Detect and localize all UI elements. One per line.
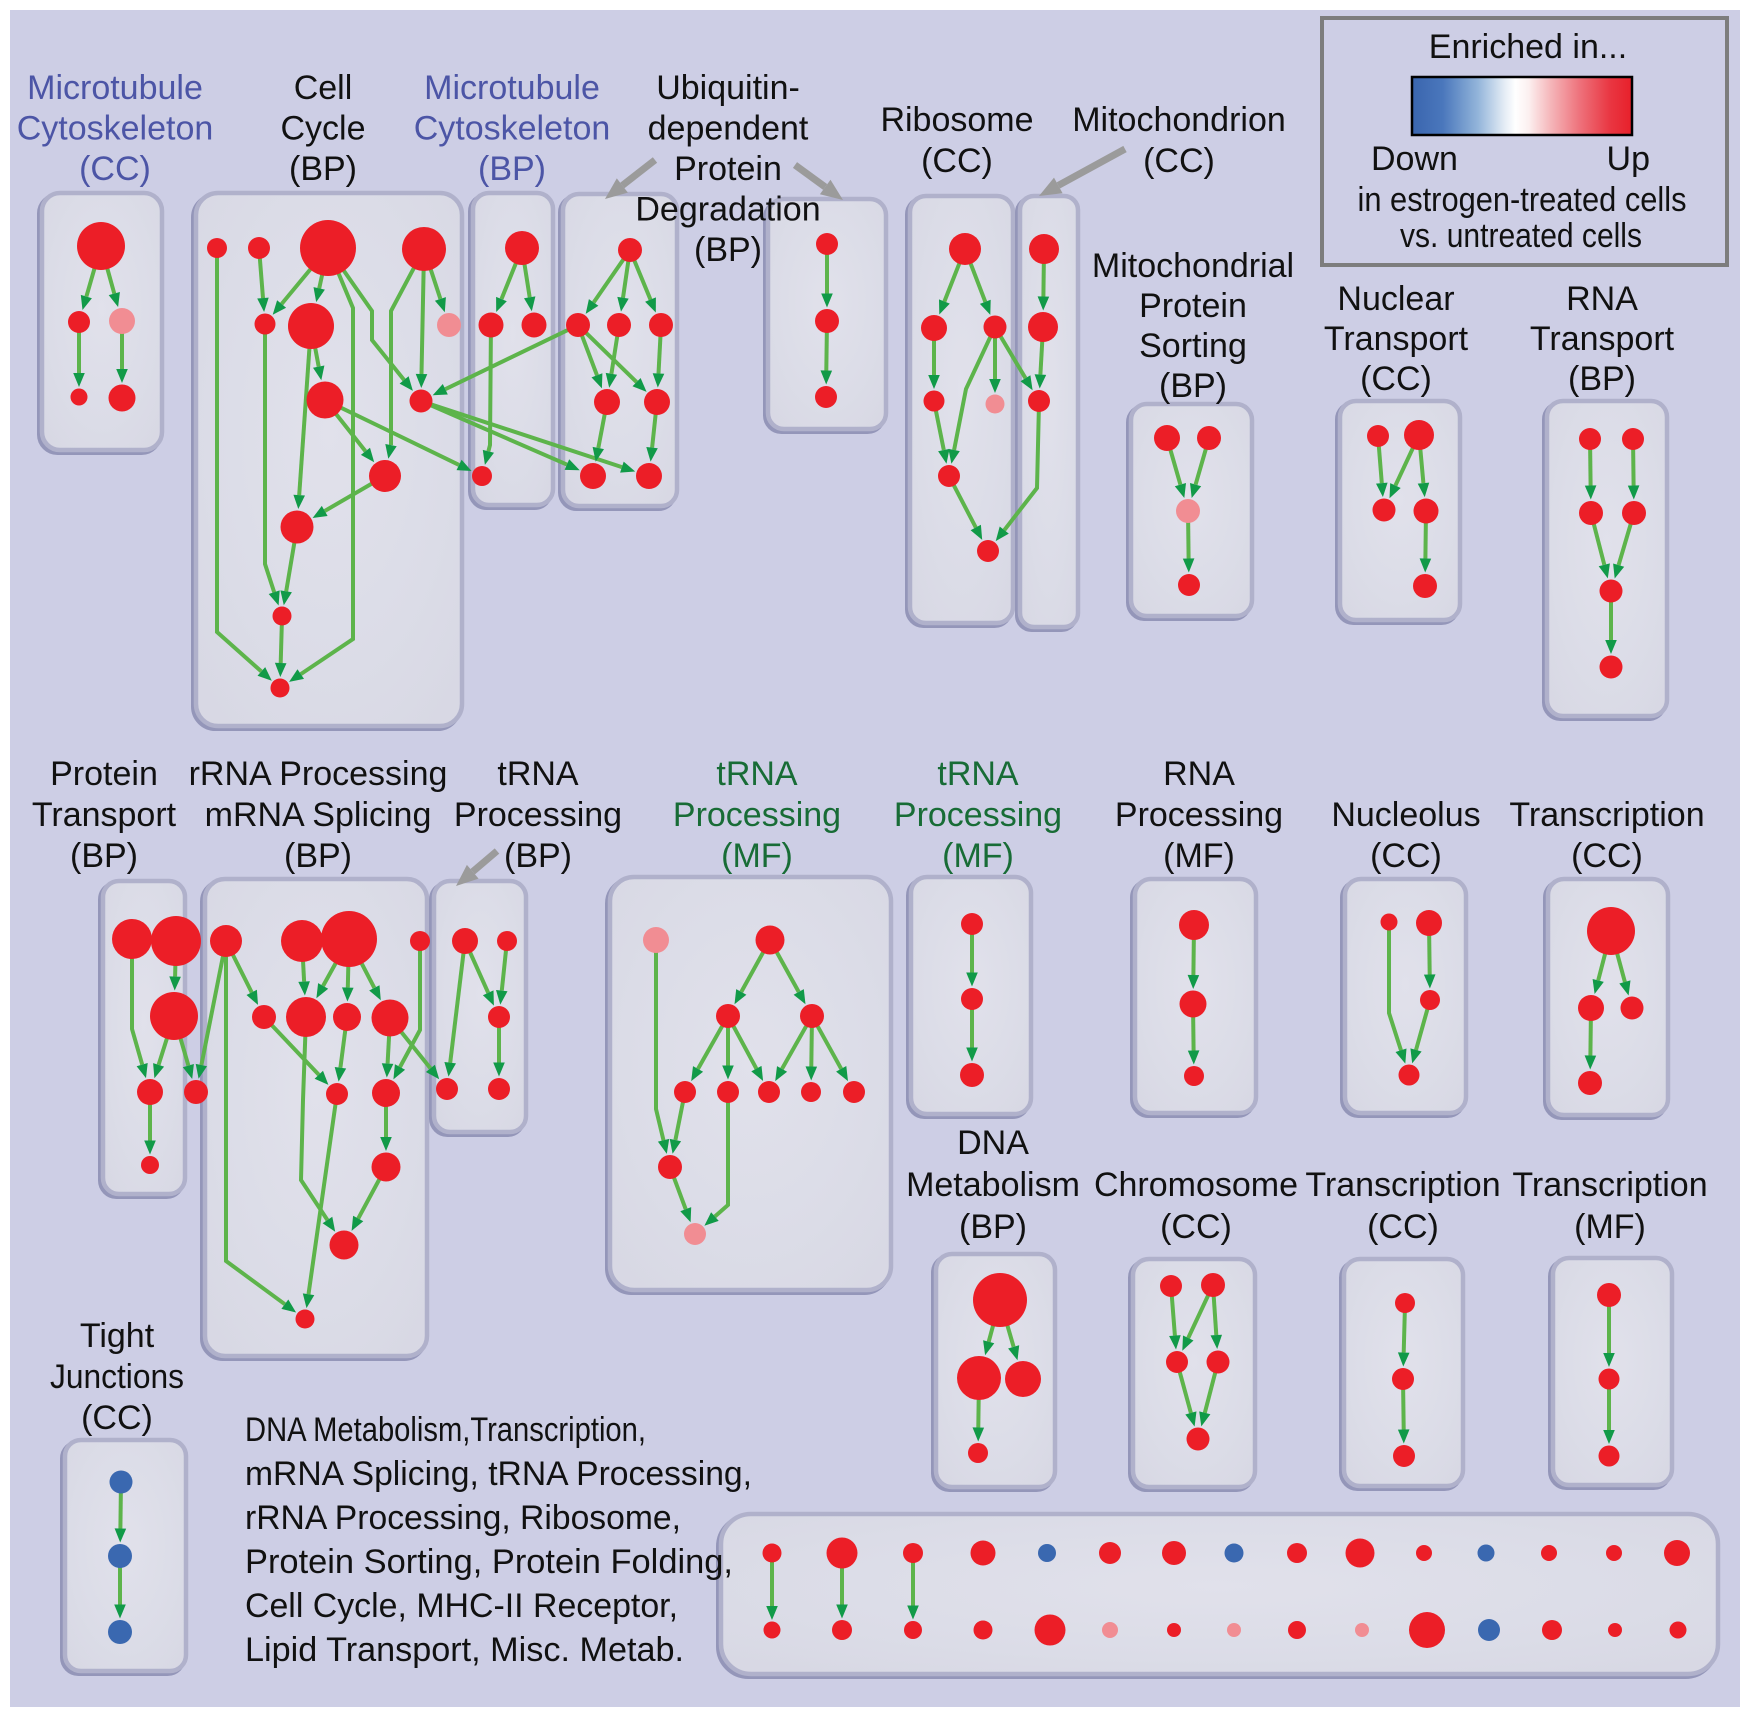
svg-text:(BP): (BP) (478, 150, 546, 188)
svg-text:Lipid Transport, Misc. Metab.: Lipid Transport, Misc. Metab. (245, 1631, 684, 1669)
svg-text:Nuclear: Nuclear (1337, 280, 1454, 318)
svg-text:Cell: Cell (294, 69, 353, 107)
svg-text:(BP): (BP) (959, 1208, 1027, 1246)
svg-text:Cytoskeleton: Cytoskeleton (414, 110, 611, 148)
svg-text:dependent: dependent (648, 110, 809, 148)
svg-text:mRNA Splicing, tRNA Processing: mRNA Splicing, tRNA Processing, (245, 1455, 752, 1493)
svg-text:(MF): (MF) (1574, 1208, 1646, 1246)
svg-text:Up: Up (1607, 140, 1650, 178)
svg-text:vs. untreated cells: vs. untreated cells (1400, 217, 1642, 255)
svg-text:in estrogen-treated cells: in estrogen-treated cells (1358, 181, 1687, 219)
svg-text:Processing: Processing (673, 796, 841, 834)
svg-text:Nucleolus: Nucleolus (1331, 796, 1480, 834)
svg-text:tRNA: tRNA (937, 755, 1019, 793)
svg-text:Ribosome: Ribosome (880, 101, 1033, 139)
svg-text:tRNA: tRNA (497, 755, 579, 793)
svg-text:Transport: Transport (1324, 320, 1469, 358)
svg-text:DNA Metabolism,Transcription,: DNA Metabolism,Transcription, (245, 1411, 646, 1449)
svg-text:(CC): (CC) (1360, 360, 1432, 398)
svg-text:RNA: RNA (1163, 755, 1235, 793)
svg-text:Down: Down (1371, 140, 1458, 178)
svg-text:Protein: Protein (674, 150, 782, 188)
svg-text:(CC): (CC) (1370, 837, 1442, 875)
svg-text:Mitochondrial: Mitochondrial (1092, 247, 1294, 285)
svg-text:Degradation: Degradation (635, 191, 820, 229)
svg-text:(CC): (CC) (921, 142, 993, 180)
svg-text:Metabolism: Metabolism (906, 1166, 1080, 1204)
svg-text:mRNA Splicing: mRNA Splicing (205, 796, 432, 834)
svg-text:(CC): (CC) (1571, 837, 1643, 875)
svg-text:RNA: RNA (1566, 280, 1638, 318)
svg-text:rRNA Processing, Ribosome,: rRNA Processing, Ribosome, (245, 1499, 681, 1537)
svg-text:Mitochondrion: Mitochondrion (1072, 101, 1286, 139)
svg-text:(CC): (CC) (1367, 1208, 1439, 1246)
svg-text:(BP): (BP) (504, 837, 572, 875)
svg-text:Protein: Protein (1139, 287, 1247, 325)
svg-text:Cell Cycle, MHC-II Receptor,: Cell Cycle, MHC-II Receptor, (245, 1587, 678, 1625)
svg-text:Chromosome: Chromosome (1094, 1166, 1298, 1204)
svg-text:Junctions: Junctions (50, 1358, 184, 1396)
svg-text:(CC): (CC) (81, 1399, 153, 1437)
svg-text:Transcription: Transcription (1512, 1166, 1707, 1204)
svg-text:Microtubule: Microtubule (27, 69, 203, 107)
svg-text:Protein Sorting, Protein Foldi: Protein Sorting, Protein Folding, (245, 1543, 733, 1581)
svg-text:Microtubule: Microtubule (424, 69, 600, 107)
svg-text:(BP): (BP) (70, 837, 138, 875)
svg-text:(MF): (MF) (942, 837, 1014, 875)
svg-text:Transport: Transport (32, 796, 177, 834)
svg-text:(CC): (CC) (1143, 142, 1215, 180)
svg-text:Transcription: Transcription (1509, 796, 1704, 834)
svg-text:Cytoskeleton: Cytoskeleton (17, 110, 214, 148)
svg-text:(MF): (MF) (1163, 837, 1235, 875)
svg-text:(BP): (BP) (289, 150, 357, 188)
svg-text:rRNA Processing: rRNA Processing (189, 755, 448, 793)
svg-text:Protein: Protein (50, 755, 158, 793)
svg-text:(BP): (BP) (1159, 367, 1227, 405)
svg-text:(BP): (BP) (694, 231, 762, 269)
svg-text:(BP): (BP) (284, 837, 352, 875)
svg-text:Transport: Transport (1530, 320, 1675, 358)
svg-text:(BP): (BP) (1568, 360, 1636, 398)
svg-text:(CC): (CC) (1160, 1208, 1232, 1246)
svg-text:(CC): (CC) (79, 150, 151, 188)
svg-text:Processing: Processing (454, 796, 622, 834)
svg-text:Processing: Processing (1115, 796, 1283, 834)
svg-text:tRNA: tRNA (716, 755, 798, 793)
svg-text:Transcription: Transcription (1305, 1166, 1500, 1204)
svg-text:DNA: DNA (957, 1124, 1029, 1162)
svg-text:(MF): (MF) (721, 837, 793, 875)
svg-text:Sorting: Sorting (1139, 327, 1247, 365)
svg-text:Processing: Processing (894, 796, 1062, 834)
svg-text:Tight: Tight (80, 1317, 155, 1355)
svg-text:Enriched in...: Enriched in... (1429, 28, 1627, 66)
svg-text:Cycle: Cycle (280, 110, 365, 148)
svg-text:Ubiquitin-: Ubiquitin- (656, 69, 800, 107)
